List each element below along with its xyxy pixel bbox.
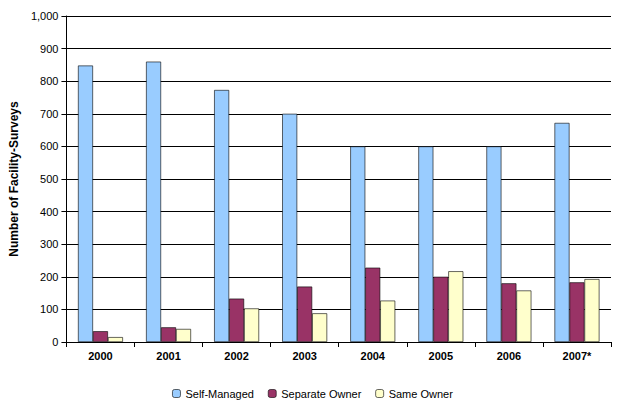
svg-text:2006: 2006	[497, 350, 521, 362]
svg-text:2004: 2004	[361, 350, 386, 362]
svg-text:0: 0	[52, 336, 58, 348]
svg-text:2003: 2003	[292, 350, 316, 362]
svg-text:2002: 2002	[224, 350, 248, 362]
svg-text:700: 700	[40, 108, 58, 120]
svg-text:100: 100	[40, 303, 58, 315]
svg-text:2007*: 2007*	[563, 350, 592, 362]
svg-text:2000: 2000	[88, 350, 112, 362]
svg-text:1,000: 1,000	[31, 10, 59, 22]
svg-text:2005: 2005	[429, 350, 453, 362]
svg-text:500: 500	[40, 173, 58, 185]
svg-text:Separate Owner: Separate Owner	[281, 388, 361, 400]
svg-text:Same Owner: Same Owner	[389, 388, 454, 400]
svg-text:200: 200	[40, 271, 58, 283]
svg-text:900: 900	[40, 43, 58, 55]
svg-text:800: 800	[40, 75, 58, 87]
svg-text:2001: 2001	[156, 350, 180, 362]
svg-text:400: 400	[40, 206, 58, 218]
svg-text:300: 300	[40, 238, 58, 250]
svg-text:600: 600	[40, 140, 58, 152]
svg-text:Number of Facility-Surveys: Number of Facility-Surveys	[7, 101, 21, 257]
svg-text:Self-Managed: Self-Managed	[185, 388, 254, 400]
